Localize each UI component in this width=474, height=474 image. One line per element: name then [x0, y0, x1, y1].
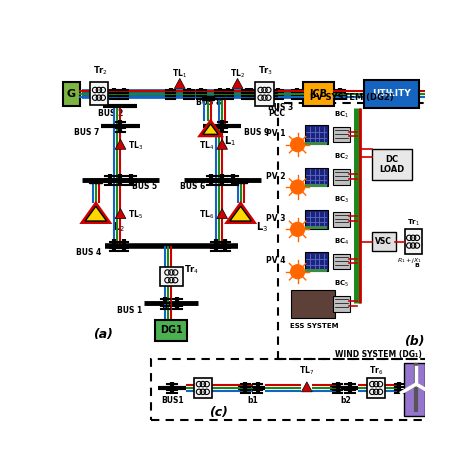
- Text: ESS SYSTEM: ESS SYSTEM: [290, 322, 339, 328]
- FancyBboxPatch shape: [333, 169, 350, 185]
- FancyBboxPatch shape: [90, 82, 108, 105]
- FancyBboxPatch shape: [305, 269, 327, 272]
- Text: L$_3$: L$_3$: [256, 220, 268, 234]
- Text: TL$_1$: TL$_1$: [172, 67, 187, 80]
- Text: B: B: [414, 263, 419, 268]
- FancyBboxPatch shape: [404, 364, 425, 417]
- FancyBboxPatch shape: [255, 82, 273, 106]
- Text: BC$_3$: BC$_3$: [334, 194, 349, 205]
- Circle shape: [291, 138, 304, 152]
- Text: b1: b1: [247, 396, 258, 405]
- Text: TL$_7$: TL$_7$: [299, 365, 314, 377]
- FancyBboxPatch shape: [405, 229, 421, 254]
- FancyBboxPatch shape: [304, 210, 328, 228]
- Text: BC$_4$: BC$_4$: [334, 237, 349, 247]
- Text: PV 1: PV 1: [266, 129, 285, 138]
- FancyBboxPatch shape: [333, 254, 350, 269]
- FancyBboxPatch shape: [63, 82, 80, 106]
- Text: Tr$_1$: Tr$_1$: [407, 218, 419, 228]
- FancyBboxPatch shape: [305, 184, 327, 187]
- FancyBboxPatch shape: [160, 267, 183, 285]
- Polygon shape: [174, 78, 185, 89]
- Text: $R_1+jX_1$: $R_1+jX_1$: [397, 255, 422, 264]
- Polygon shape: [217, 209, 228, 219]
- FancyBboxPatch shape: [291, 290, 335, 318]
- Text: (a): (a): [93, 328, 113, 341]
- FancyBboxPatch shape: [304, 253, 328, 271]
- Text: L$_1$: L$_1$: [225, 134, 237, 148]
- Text: BUS 4: BUS 4: [76, 248, 101, 257]
- Text: BUS 8: BUS 8: [196, 98, 222, 107]
- Text: BUS 6: BUS 6: [180, 182, 205, 191]
- Circle shape: [291, 180, 304, 194]
- Text: BUS 7: BUS 7: [73, 128, 99, 137]
- FancyBboxPatch shape: [305, 226, 327, 229]
- Text: BC$_5$: BC$_5$: [334, 279, 349, 290]
- Polygon shape: [227, 203, 255, 223]
- Text: TL$_6$: TL$_6$: [199, 209, 214, 221]
- Text: Tr$_6$: Tr$_6$: [369, 365, 383, 377]
- Text: PV SYSTEM (DG2): PV SYSTEM (DG2): [310, 92, 394, 101]
- Text: Tr$_4$: Tr$_4$: [183, 264, 199, 276]
- Text: ICB: ICB: [310, 89, 328, 99]
- FancyBboxPatch shape: [155, 320, 188, 341]
- Polygon shape: [115, 139, 126, 149]
- FancyBboxPatch shape: [367, 378, 385, 398]
- Text: BUS 1: BUS 1: [117, 306, 142, 315]
- Text: BUS 2: BUS 2: [98, 109, 123, 118]
- Text: PV 4: PV 4: [266, 256, 285, 265]
- FancyBboxPatch shape: [372, 232, 396, 251]
- Text: (b): (b): [404, 335, 425, 348]
- Polygon shape: [82, 203, 109, 223]
- Text: TL$_2$: TL$_2$: [230, 67, 245, 80]
- Text: UTILITY: UTILITY: [372, 89, 411, 98]
- Text: BUS 3: BUS 3: [268, 103, 293, 112]
- Text: PV 2: PV 2: [266, 172, 285, 181]
- Text: PV 3: PV 3: [266, 214, 285, 223]
- Polygon shape: [217, 139, 228, 149]
- Text: BUS 9: BUS 9: [244, 128, 269, 137]
- FancyBboxPatch shape: [372, 149, 411, 180]
- Text: VSC: VSC: [375, 237, 392, 246]
- Text: TL$_4$: TL$_4$: [199, 139, 214, 152]
- FancyBboxPatch shape: [305, 142, 327, 145]
- Polygon shape: [200, 121, 221, 136]
- Text: (c): (c): [209, 406, 228, 419]
- FancyBboxPatch shape: [304, 168, 328, 186]
- Text: DG1: DG1: [160, 325, 182, 335]
- Text: PCC: PCC: [268, 109, 285, 118]
- Circle shape: [291, 222, 304, 237]
- Polygon shape: [115, 209, 126, 219]
- Polygon shape: [301, 382, 312, 392]
- Text: G: G: [67, 89, 76, 99]
- Text: Tr$_3$: Tr$_3$: [258, 64, 273, 77]
- Text: BC$_2$: BC$_2$: [334, 152, 349, 163]
- FancyBboxPatch shape: [303, 82, 334, 106]
- FancyBboxPatch shape: [194, 378, 212, 398]
- Text: WIND SYSTEM (DG₁): WIND SYSTEM (DG₁): [335, 350, 421, 359]
- Text: DC
LOAD: DC LOAD: [379, 155, 404, 174]
- Circle shape: [291, 265, 304, 279]
- Polygon shape: [232, 78, 243, 89]
- FancyBboxPatch shape: [333, 212, 350, 227]
- Text: BUS 5: BUS 5: [132, 182, 157, 191]
- FancyBboxPatch shape: [333, 296, 350, 312]
- Text: b2: b2: [340, 396, 351, 405]
- FancyBboxPatch shape: [304, 126, 328, 144]
- FancyBboxPatch shape: [364, 80, 419, 108]
- Text: L$_2$: L$_2$: [113, 220, 125, 234]
- FancyBboxPatch shape: [333, 127, 350, 142]
- Text: Tr$_2$: Tr$_2$: [93, 64, 108, 77]
- Text: TL$_3$: TL$_3$: [128, 139, 143, 152]
- Text: TL$_5$: TL$_5$: [128, 209, 143, 221]
- Text: BUS1: BUS1: [161, 396, 183, 405]
- Text: BC$_1$: BC$_1$: [334, 110, 349, 120]
